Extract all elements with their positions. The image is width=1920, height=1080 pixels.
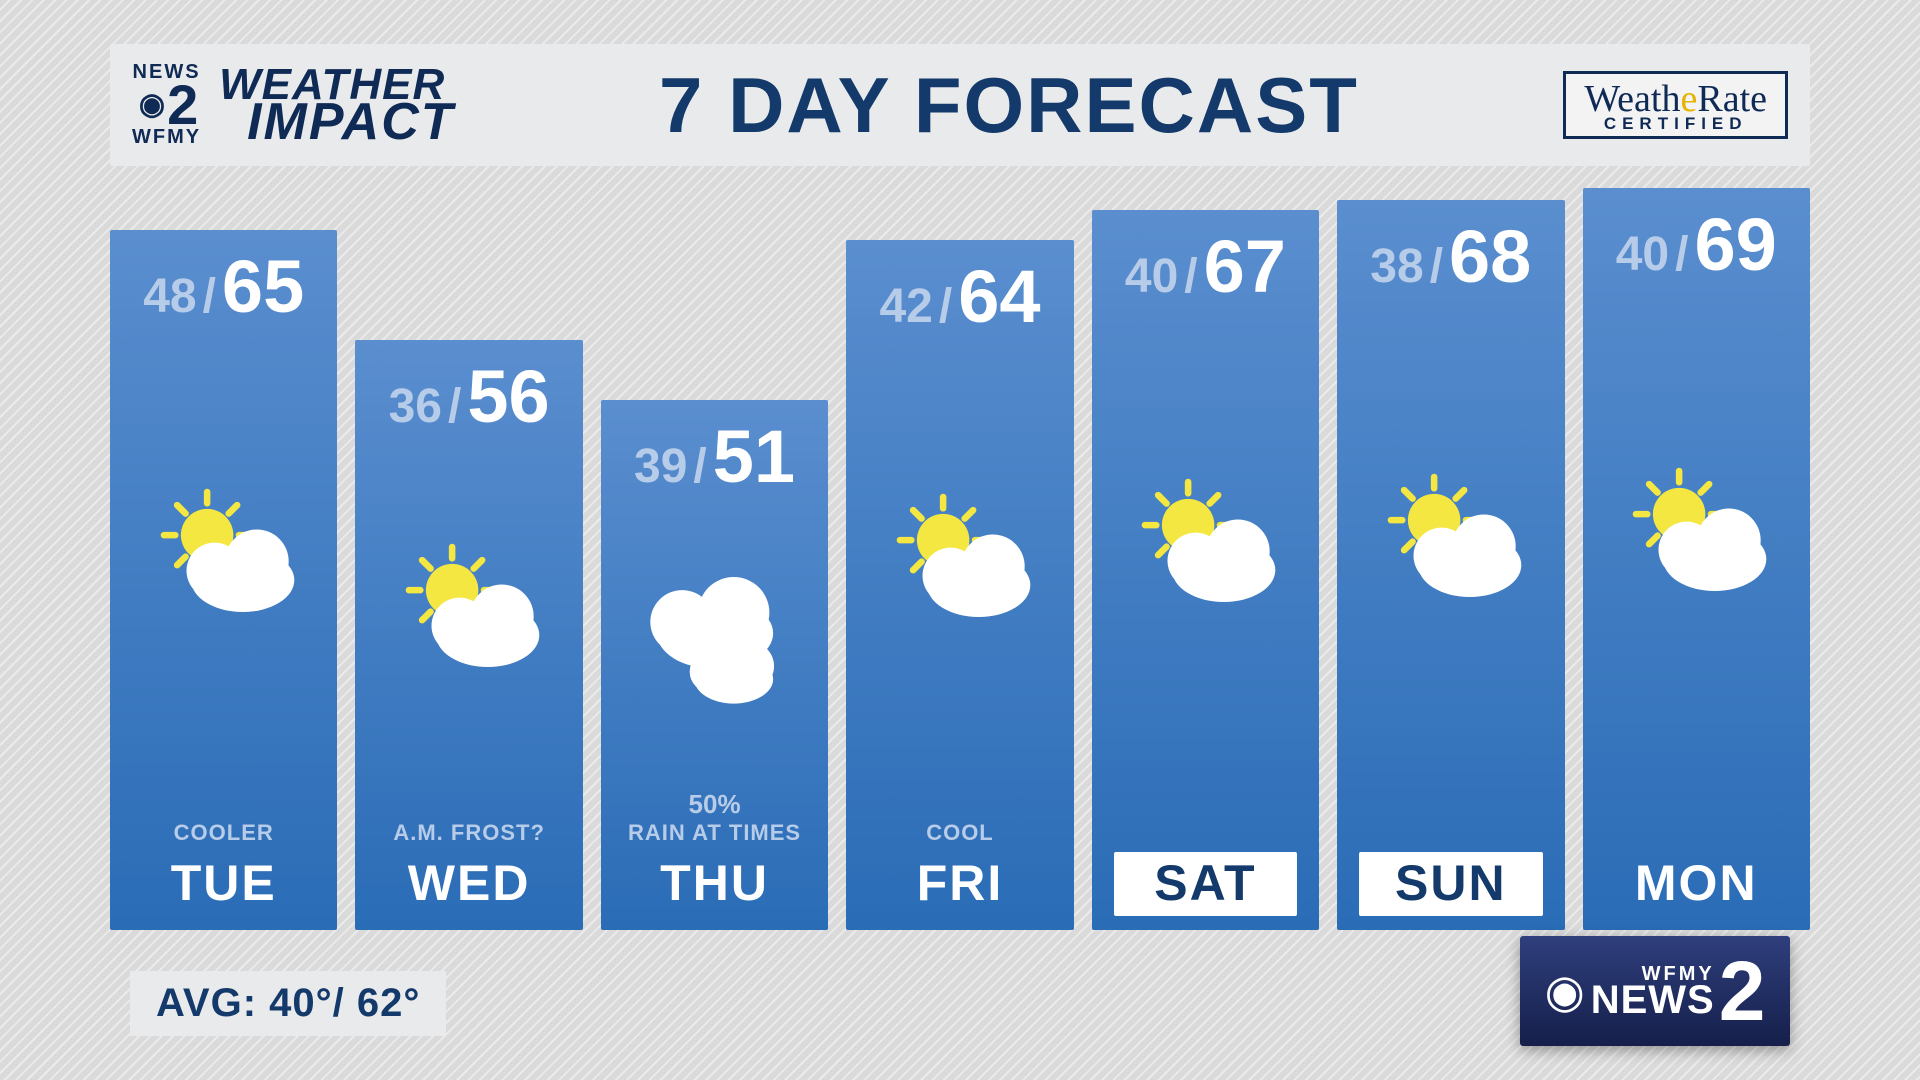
day-badge: FRI xyxy=(868,852,1051,916)
forecast-col-mon: 40/69 MON xyxy=(1583,188,1810,930)
weather-impact-logo: WEATHER IMPACT xyxy=(219,67,454,144)
temps: 38/68 xyxy=(1347,214,1554,299)
news2-logo: NEWS ◉2 WFMY xyxy=(132,64,201,146)
forecast-col-wed: 36/56 A.M. FROST? WED xyxy=(355,340,582,930)
temp-sep: / xyxy=(197,270,222,323)
forecast-desc xyxy=(1102,774,1309,846)
temp-lo: 42 xyxy=(879,280,932,333)
day-badge: THU xyxy=(623,852,806,916)
weather-icon xyxy=(365,439,572,774)
temp-hi: 69 xyxy=(1694,203,1776,286)
forecast-col-sat: 40/67 SAT xyxy=(1092,210,1319,930)
day-label: SUN xyxy=(1359,852,1542,916)
day-badge: SAT xyxy=(1114,852,1297,916)
day-badge: TUE xyxy=(132,852,315,916)
desc-text: RAIN AT TIMES xyxy=(611,820,818,846)
forecast-desc: COOLER xyxy=(120,774,327,846)
desc-text: A.M. FROST? xyxy=(365,820,572,846)
day-label: WED xyxy=(377,852,560,916)
temp-hi: 67 xyxy=(1204,225,1286,308)
page-title: 7 DAY FORECAST xyxy=(455,60,1564,151)
temp-sep: / xyxy=(1424,240,1449,293)
forecast-desc xyxy=(1593,774,1800,846)
temp-sep: / xyxy=(1178,250,1203,303)
day-badge: MON xyxy=(1605,852,1788,916)
day-label: MON xyxy=(1605,852,1788,916)
temp-lo: 48 xyxy=(143,270,196,323)
desc-text: COOLER xyxy=(120,820,327,846)
temp-lo: 38 xyxy=(1370,240,1423,293)
weather-icon xyxy=(611,499,818,774)
temp-lo: 36 xyxy=(389,380,442,433)
temp-hi: 51 xyxy=(713,415,795,498)
weather-line2: IMPACT xyxy=(219,102,454,144)
temp-lo: 39 xyxy=(634,440,687,493)
temp-hi: 68 xyxy=(1449,215,1531,298)
weatherate-line2: CERTIFIED xyxy=(1584,116,1767,131)
precip-pct: 50% xyxy=(611,789,818,820)
forecast-col-tue: 48/65 COOLER TUE xyxy=(110,230,337,930)
desc-text: COOL xyxy=(856,820,1063,846)
forecast-col-sun: 38/68 SUN xyxy=(1337,200,1564,930)
weather-icon xyxy=(1593,287,1800,774)
weather-icon xyxy=(856,339,1063,774)
header-bar: NEWS ◉2 WFMY WEATHER IMPACT 7 DAY FORECA… xyxy=(110,44,1810,166)
day-badge: WED xyxy=(377,852,560,916)
station-bottom: WFMY xyxy=(132,129,201,146)
corner-num: 2 xyxy=(1719,943,1766,1040)
forecast-columns: 48/65COOLERTUE36/56A.M. FROST?WED39/5150… xyxy=(110,188,1810,930)
temps: 39/51 xyxy=(611,414,818,499)
forecast-desc: 50%RAIN AT TIMES xyxy=(611,774,818,846)
station-logo: NEWS ◉2 WFMY WEATHER IMPACT xyxy=(132,64,455,146)
weather-icon xyxy=(1347,299,1554,774)
temp-sep: / xyxy=(442,380,467,433)
temp-lo: 40 xyxy=(1125,250,1178,303)
temp-sep: / xyxy=(1669,228,1694,281)
temp-hi: 65 xyxy=(222,245,304,328)
day-label: TUE xyxy=(132,852,315,916)
cbs-eye-icon: ◉ xyxy=(1545,964,1585,1018)
corner-mid: NEWS xyxy=(1591,983,1715,1017)
temp-lo: 40 xyxy=(1616,228,1669,281)
forecast-col-thu: 39/5150%RAIN AT TIMESTHU xyxy=(601,400,828,930)
corner-logo: ◉ WFMY NEWS 2 xyxy=(1520,936,1790,1046)
temp-hi: 56 xyxy=(467,355,549,438)
forecast-desc xyxy=(1347,774,1554,846)
cbs-eye-icon: ◉2 xyxy=(132,81,201,129)
temps: 48/65 xyxy=(120,244,327,329)
weatherate-badge: WeatheRate CERTIFIED xyxy=(1563,71,1788,138)
forecast-col-fri: 42/64 COOL FRI xyxy=(846,240,1073,930)
avg-label: AVG: xyxy=(156,981,257,1025)
day-label: SAT xyxy=(1114,852,1297,916)
forecast-desc: COOL xyxy=(856,774,1063,846)
avg-badge: AVG: 40°/ 62° xyxy=(130,971,446,1036)
temps: 40/69 xyxy=(1593,202,1800,287)
temps: 40/67 xyxy=(1102,224,1309,309)
day-label: THU xyxy=(623,852,806,916)
temp-sep: / xyxy=(933,280,958,333)
day-badge: SUN xyxy=(1359,852,1542,916)
temps: 36/56 xyxy=(365,354,572,439)
temp-hi: 64 xyxy=(958,255,1040,338)
temp-sep: / xyxy=(687,440,712,493)
avg-lo: 40° xyxy=(269,981,333,1025)
weatherate-line1: WeatheRate xyxy=(1584,82,1767,116)
avg-hi: 62° xyxy=(357,981,421,1025)
temps: 42/64 xyxy=(856,254,1063,339)
weather-icon xyxy=(1102,309,1309,774)
weather-icon xyxy=(120,329,327,774)
forecast-desc: A.M. FROST? xyxy=(365,774,572,846)
day-label: FRI xyxy=(868,852,1051,916)
avg-sep: / xyxy=(333,981,357,1025)
